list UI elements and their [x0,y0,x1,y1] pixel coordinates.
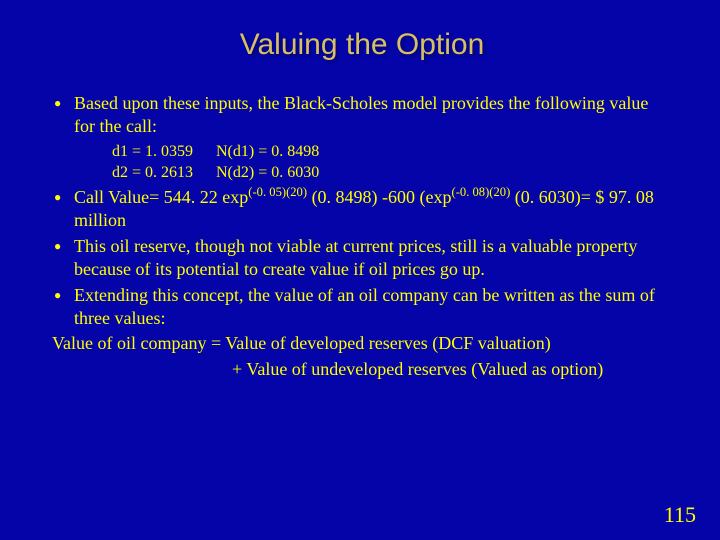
b2-mid: (0. 8498) -600 (exp [307,187,451,207]
page-number: 115 [664,502,696,528]
footer-line-1: Value of oil company = Value of develope… [52,332,672,355]
d1-label: d1 = 1. 0359 [112,141,212,163]
bullet-3-text: This oil reserve, though not viable at c… [74,236,637,279]
bullet-1-sub: d1 = 1. 0359 N(d1) = 0. 8498 d2 = 0. 261… [74,141,672,184]
bullet-3: This oil reserve, though not viable at c… [52,235,672,282]
bullet-2: Call Value= 544. 22 exp(-0. 05)(20) (0. … [52,186,672,233]
bullet-1: Based upon these inputs, the Black-Schol… [52,92,672,184]
b2-pre: Call Value= 544. 22 exp [74,187,248,207]
bullet-4: Extending this concept, the value of an … [52,284,672,331]
bullet-4-text: Extending this concept, the value of an … [74,285,655,328]
slide-body: Based upon these inputs, the Black-Schol… [52,92,672,381]
sub-row-d2: d2 = 0. 2613 N(d2) = 0. 6030 [112,162,672,184]
d2-value: N(d2) = 0. 6030 [216,164,319,181]
bullet-list: Based upon these inputs, the Black-Schol… [52,92,672,330]
slide-title: Valuing the Option [52,28,672,62]
sub-row-d1: d1 = 1. 0359 N(d1) = 0. 8498 [112,141,672,163]
d1-value: N(d1) = 0. 8498 [216,143,319,160]
footer-line-2: + Value of undeveloped reserves (Valued … [52,358,672,381]
b2-exp1: (-0. 05)(20) [248,185,307,199]
b2-exp2: (-0. 08)(20) [452,185,511,199]
bullet-1-text: Based upon these inputs, the Black-Schol… [74,93,648,136]
slide: Valuing the Option Based upon these inpu… [0,0,720,540]
footer-formula: Value of oil company = Value of develope… [52,332,672,381]
d2-label: d2 = 0. 2613 [112,162,212,184]
